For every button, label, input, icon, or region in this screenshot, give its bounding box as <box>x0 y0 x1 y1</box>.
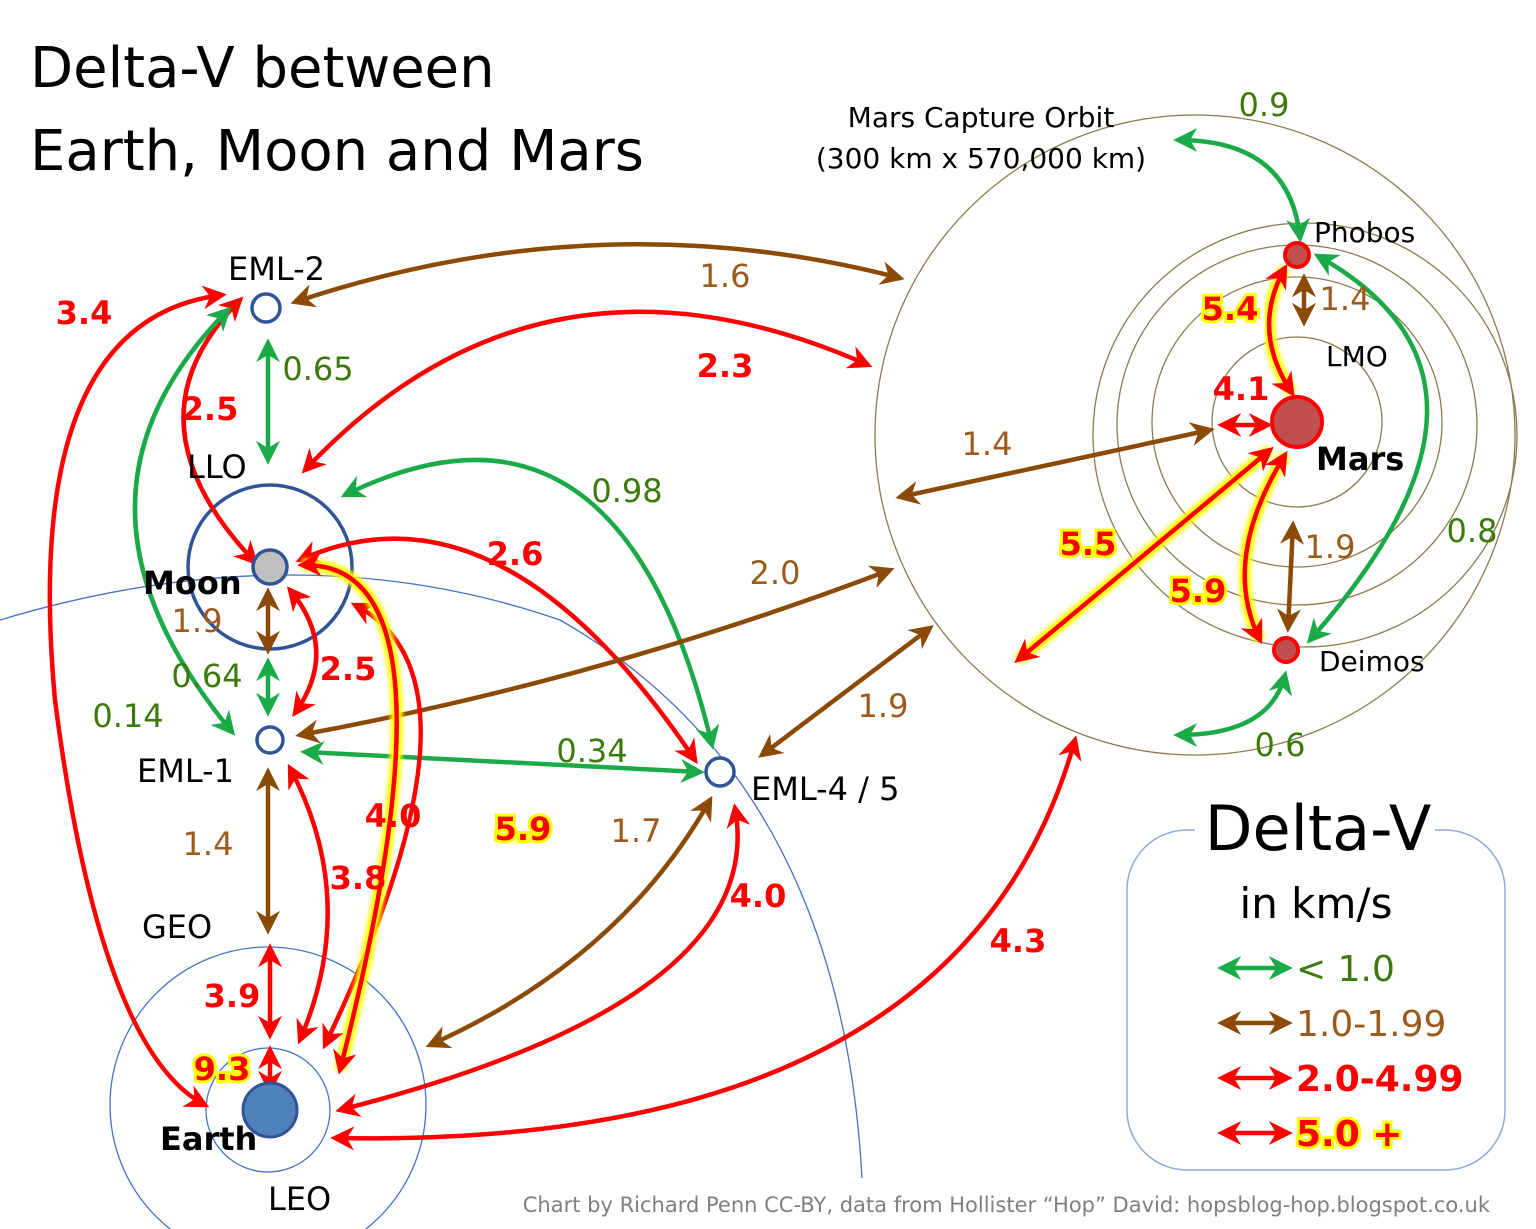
label-lmo: LMO <box>1326 340 1388 373</box>
edges <box>47 128 1430 1151</box>
edge-value-6: 0.98 <box>591 472 662 510</box>
label-leo: LEO <box>268 1180 331 1218</box>
edge-value-19: 4.3 <box>990 922 1047 960</box>
edge-arrow-25 <box>1173 128 1310 243</box>
label-moon: Moon <box>143 564 242 602</box>
edge-value-2: 0.65 <box>282 350 353 388</box>
edge-value-22: 1.9 <box>858 687 909 725</box>
edge-arrow-23 <box>895 422 1215 505</box>
label-llo: LLO <box>187 448 247 486</box>
edge-value-13: 1.4 <box>183 825 234 863</box>
edge-value-25: 0.9 <box>1239 86 1290 124</box>
edge-arrow-28 <box>1014 446 1274 664</box>
eml1-point <box>255 725 285 755</box>
edge-value-23: 1.4 <box>962 425 1013 463</box>
edge-arrow-3 <box>181 296 259 566</box>
edge-arrow-29 <box>1240 450 1288 645</box>
edge-value-26: 1.4 <box>1320 280 1371 318</box>
legend-subtitle: in km/s <box>1240 879 1393 928</box>
edge-value-5: 3.4 <box>56 294 113 332</box>
label-phobos: Phobos <box>1314 216 1415 249</box>
moon-body <box>251 548 289 586</box>
credit-text: Chart by Richard Penn CC-BY, data from H… <box>523 1193 1491 1217</box>
edge-arrow-9 <box>286 586 319 717</box>
phobos-body <box>1283 241 1311 269</box>
edge-arrow-11 <box>295 565 895 744</box>
edge-value-9: 2.5 <box>320 650 377 688</box>
label-eml45: EML-4 / 5 <box>751 770 899 808</box>
edge-value-17: 1.7 <box>611 812 662 850</box>
edge-arrow-12 <box>300 740 705 784</box>
edge-value-27: 5.4 <box>1202 290 1259 328</box>
legend-label-3: 5.0 + <box>1296 1114 1402 1155</box>
label-mars-capture-1: Mars Capture Orbit <box>848 101 1115 134</box>
edge-value-16: 5.9 <box>495 810 552 848</box>
edge-value-0: 1.6 <box>700 257 751 295</box>
label-mars-capture-2: (300 km x 570,000 km) <box>816 142 1146 175</box>
edge-value-24: 4.1 <box>1213 370 1270 408</box>
edge-value-15: 4.0 <box>365 797 422 835</box>
edge-value-8: 1.9 <box>172 602 223 640</box>
title-line-1: Delta-V between <box>30 36 495 101</box>
legend-label-0: < 1.0 <box>1296 949 1395 990</box>
legend: Delta-V in km/s < 1.0 1.0-1.99 2.0-4.99 5.0… <box>1126 792 1506 1171</box>
edge-value-4: 0.14 <box>92 697 163 735</box>
edge-arrow-14 <box>287 763 330 1045</box>
edge-value-3: 2.5 <box>182 390 239 428</box>
edge-value-32: 0.6 <box>1255 726 1306 764</box>
bodies <box>241 241 1324 1139</box>
edge-value-10: 0.64 <box>171 657 242 695</box>
legend-label-1: 1.0-1.99 <box>1296 1004 1446 1045</box>
edge-value-12: 0.34 <box>556 732 627 770</box>
edge-arrow-1 <box>301 309 873 474</box>
eml2-point <box>250 292 282 324</box>
earth-orbits <box>0 483 863 1229</box>
title-line-2: Earth, Moon and Mars <box>30 119 644 184</box>
label-eml1: EML-1 <box>137 752 234 790</box>
mars-body <box>1270 395 1324 449</box>
edge-value-29: 5.9 <box>1170 572 1227 610</box>
edge-value-18: 4.0 <box>730 877 787 915</box>
edge-arrow-22 <box>758 625 934 758</box>
deimos-body <box>1272 636 1300 664</box>
edge-arrow-17 <box>425 795 713 1049</box>
edge-arrow-30 <box>1276 520 1305 633</box>
legend-title: Delta-V <box>1205 792 1432 865</box>
label-deimos: Deimos <box>1319 645 1425 678</box>
legend-label-2: 2.0-4.99 <box>1296 1059 1464 1100</box>
edge-value-28: 5.5 <box>1060 525 1117 563</box>
earth-body <box>241 1081 299 1139</box>
edge-value-14: 3.8 <box>330 859 387 897</box>
edge-value-20: 3.9 <box>204 977 261 1015</box>
edge-value-31: 0.8 <box>1447 512 1498 550</box>
label-earth: Earth <box>160 1120 257 1158</box>
edge-arrow-31 <box>1306 253 1430 644</box>
edge-labels: 1.6 2.3 0.65 2.5 0.14 3.4 0.98 2.6 1.9 2.5 0.64 2.0… <box>56 86 1498 1091</box>
label-eml2: EML-2 <box>228 250 325 288</box>
label-geo: GEO <box>142 908 212 946</box>
edge-arrow-5 <box>47 285 227 1108</box>
eml45-point <box>704 756 736 788</box>
edge-value-30: 1.9 <box>1305 528 1356 566</box>
edge-value-7: 2.6 <box>487 535 544 573</box>
edge-arrow-0 <box>290 241 905 308</box>
edge-value-21: 9.3 <box>194 1050 251 1088</box>
mars-capture-orbit <box>874 114 1516 756</box>
lmo-orbit <box>1211 336 1383 508</box>
edge-value-11: 2.0 <box>750 554 801 592</box>
edge-arrow-27 <box>1265 263 1295 397</box>
edge-arrow-32 <box>1173 670 1292 747</box>
label-mars: Mars <box>1316 440 1404 478</box>
edge-value-1: 2.3 <box>697 347 754 385</box>
edge-arrow-19 <box>330 735 1082 1151</box>
